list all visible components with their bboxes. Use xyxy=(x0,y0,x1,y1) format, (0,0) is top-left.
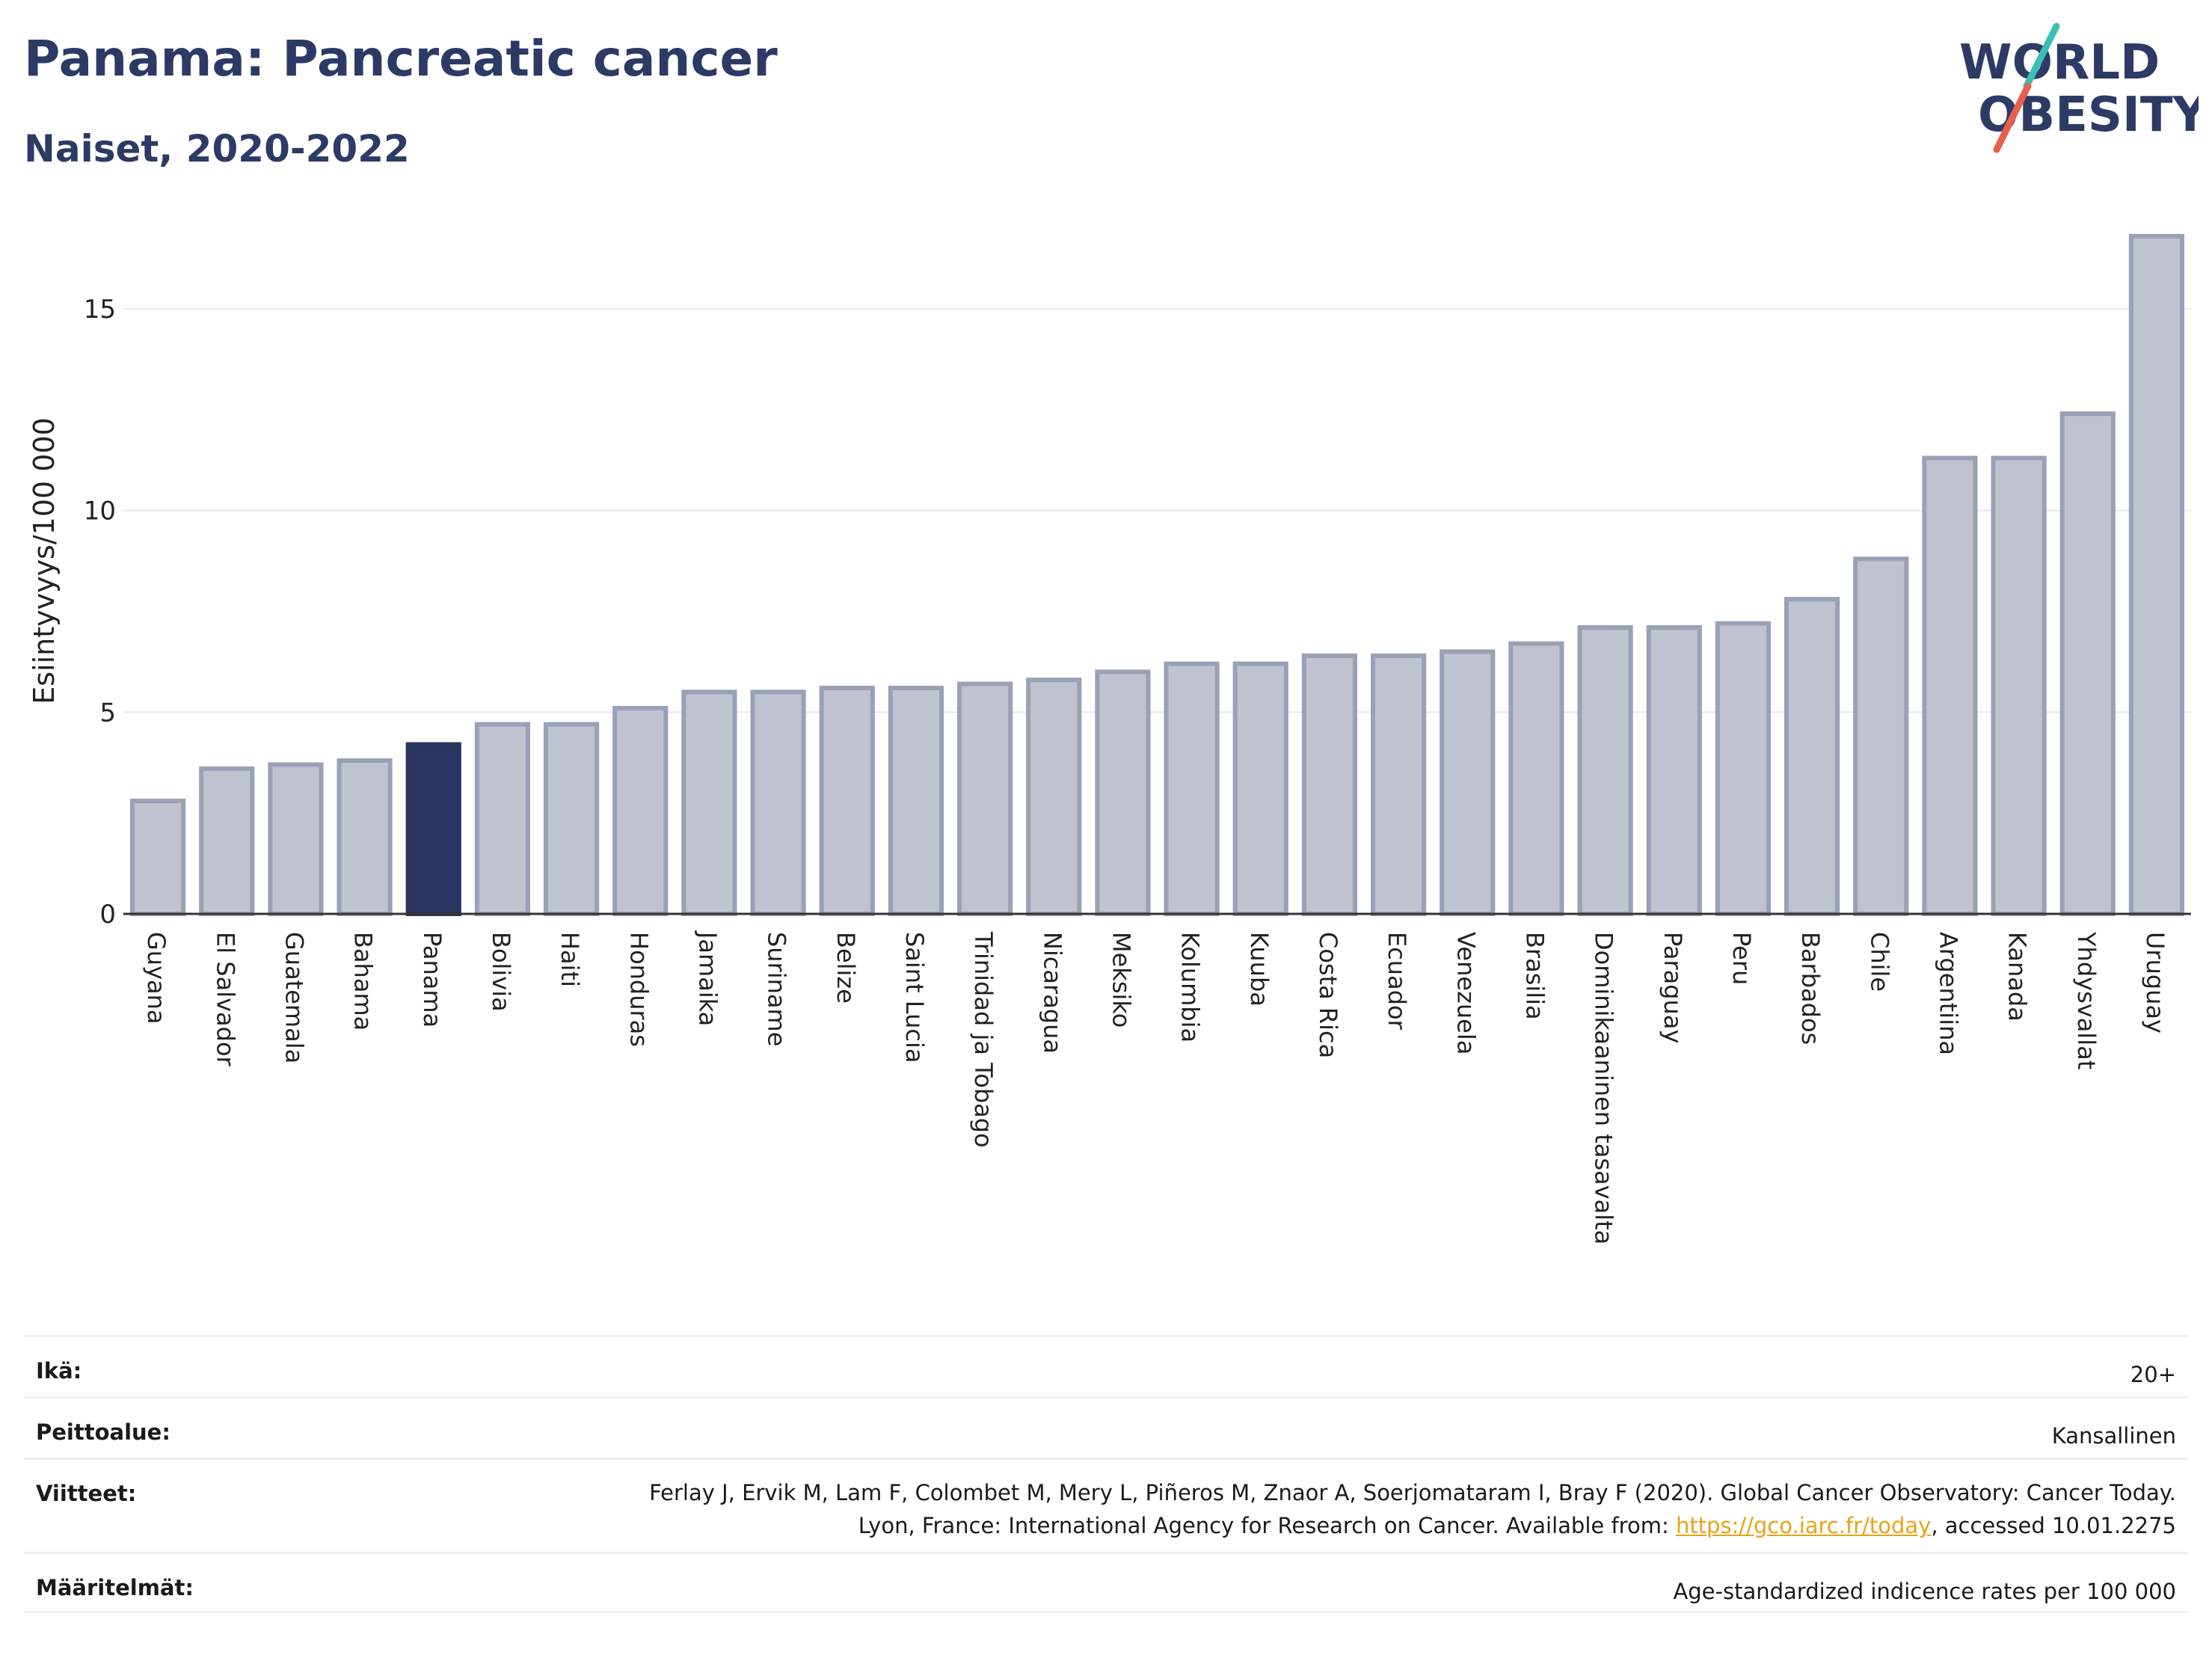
category-label-belize: Belize xyxy=(832,932,860,1004)
category-label-kolumbia: Kolumbia xyxy=(1176,932,1205,1043)
bar-chart: 0 5 10 15 Guyana El Salvador Guatemala Bahama P… xyxy=(28,233,2191,1244)
coverage-label: Peittoalue: xyxy=(36,1419,170,1445)
category-label-yhdysvallat: Yhdysvallat xyxy=(2072,931,2101,1069)
definitions-value: Age-standardized indicence rates per 100… xyxy=(1673,1579,2176,1604)
bar-ecuador[interactable] xyxy=(1370,653,1427,917)
category-label-ecuador: Ecuador xyxy=(1383,932,1411,1031)
bar-peru[interactable] xyxy=(1715,621,1772,916)
bar-saint-lucia[interactable] xyxy=(888,685,944,916)
category-label-el-salvador: El Salvador xyxy=(211,932,239,1067)
bar-suriname[interactable] xyxy=(750,690,806,917)
references-text: Ferlay J, Ervik M, Lam F, Colombet M, Me… xyxy=(649,1480,2176,1538)
logo-line-1: WORLD xyxy=(1959,35,2160,90)
bar-honduras[interactable] xyxy=(612,705,669,917)
references-accessed: , accessed 10.01.2275 xyxy=(1931,1513,2176,1538)
info-row-age: Ikä: 20+ xyxy=(24,1335,2188,1396)
bar-trinidad-ja-tobago[interactable] xyxy=(956,681,1013,916)
references-link[interactable]: https://gco.iarc.fr/today xyxy=(1675,1513,1932,1538)
y-tick-label-10: 10 xyxy=(84,497,116,526)
category-label-honduras: Honduras xyxy=(624,932,653,1047)
category-label-brasilia: Brasilia xyxy=(1520,932,1549,1020)
chart-subtitle: Naiset, 2020-2022 xyxy=(24,127,410,171)
category-label-nicaragua: Nicaragua xyxy=(1038,932,1066,1054)
y-tick-label-5: 5 xyxy=(99,698,116,728)
age-label: Ikä: xyxy=(36,1358,82,1384)
y-tick-label-15: 15 xyxy=(84,295,116,325)
category-label-bahama: Bahama xyxy=(349,932,378,1031)
category-label-guatemala: Guatemala xyxy=(280,932,308,1063)
category-label-venezuela: Venezuela xyxy=(1451,932,1480,1054)
bar-jamaika[interactable] xyxy=(681,690,737,917)
chart-title: Panama: Pancreatic cancer xyxy=(24,30,778,87)
bar-meksiko[interactable] xyxy=(1095,669,1151,917)
bar-haiti[interactable] xyxy=(543,722,600,916)
category-label-chile: Chile xyxy=(1865,932,1893,992)
category-label-suriname: Suriname xyxy=(763,932,791,1046)
bar-nicaragua[interactable] xyxy=(1026,678,1082,916)
bar-belize[interactable] xyxy=(819,685,875,916)
category-label-peru: Peru xyxy=(1727,932,1756,985)
bar-bolivia[interactable] xyxy=(474,722,531,916)
axes: 0 5 10 15 xyxy=(84,295,2191,930)
bar-bahama[interactable] xyxy=(337,758,393,917)
bar-costa-rica[interactable] xyxy=(1301,653,1358,917)
bar-chile[interactable] xyxy=(1853,556,1909,916)
bar-uruguay[interactable] xyxy=(2128,233,2185,917)
category-label-haiti: Haiti xyxy=(556,932,584,987)
logo-slash-teal xyxy=(2023,22,2060,90)
coverage-value: Kansallinen xyxy=(2051,1423,2176,1449)
category-label-barbados: Barbados xyxy=(1796,932,1825,1045)
category-label-bolivia: Bolivia xyxy=(487,932,515,1012)
category-labels: Guyana El Salvador Guatemala Bahama Panama Bo… xyxy=(142,930,2169,1244)
definitions-label: Määritelmät: xyxy=(36,1575,194,1600)
info-table: Ikä: 20+ Peittoalue: Kansallinen Viittee… xyxy=(24,1335,2188,1613)
info-row-references: Viitteet: Ferlay J, Ervik M, Lam F, Colo… xyxy=(24,1458,2188,1552)
world-obesity-logo: WORLD OBESITY xyxy=(1959,22,2199,153)
references-label: Viitteet: xyxy=(36,1481,137,1506)
bar-paraguay[interactable] xyxy=(1646,625,1702,916)
category-label-guyana: Guyana xyxy=(142,932,170,1025)
bar-panama[interactable] xyxy=(405,742,461,917)
bar-yhdysvallat[interactable] xyxy=(2059,411,2116,916)
info-row-definitions: Määritelmät: Age-standardized indicence … xyxy=(24,1552,2188,1613)
references-value: Ferlay J, Ervik M, Lam F, Colombet M, Me… xyxy=(606,1460,2176,1542)
category-label-kuuba: Kuuba xyxy=(1245,932,1274,1007)
age-value: 20+ xyxy=(2130,1362,2176,1387)
bar-brasilia[interactable] xyxy=(1508,641,1564,916)
bar-venezuela[interactable] xyxy=(1440,649,1496,916)
bar-argentiina[interactable] xyxy=(1922,455,1978,916)
bar-kolumbia[interactable] xyxy=(1164,661,1220,916)
category-label-jamaika: Jamaika xyxy=(693,930,722,1026)
bar-guyana[interactable] xyxy=(129,798,186,917)
category-label-meksiko: Meksiko xyxy=(1107,932,1135,1028)
bars xyxy=(129,233,2185,917)
category-label-costa-rica: Costa Rica xyxy=(1314,932,1342,1058)
bar-el-salvador[interactable] xyxy=(199,766,255,916)
category-label-trinidad-ja-tobago: Trinidad ja Tobago xyxy=(969,931,998,1148)
category-label-uruguay: Uruguay xyxy=(2141,932,2169,1034)
category-label-saint-lucia: Saint Lucia xyxy=(900,932,929,1063)
bar-kuuba[interactable] xyxy=(1232,661,1288,916)
bar-kanada[interactable] xyxy=(1991,455,2047,916)
bar-guatemala[interactable] xyxy=(268,762,324,917)
category-label-argentiina: Argentiina xyxy=(1934,932,1962,1055)
logo-slash-red xyxy=(1993,82,2032,153)
y-tick-label-0: 0 xyxy=(99,900,116,930)
bar-dominikaaninen-tasavalta[interactable] xyxy=(1577,625,1633,916)
category-label-kanada: Kanada xyxy=(2003,932,2032,1022)
category-label-panama: Panama xyxy=(418,932,446,1028)
category-label-paraguay: Paraguay xyxy=(1659,932,1687,1043)
grid-lines xyxy=(123,307,2191,713)
category-label-dominikaaninen-tasavalta: Dominikaaninen tasavalta xyxy=(1590,932,1618,1244)
bar-barbados[interactable] xyxy=(1784,597,1840,917)
info-row-coverage: Peittoalue: Kansallinen xyxy=(24,1396,2188,1458)
y-axis-title: Esiintyvyys/100 000 xyxy=(28,417,61,704)
